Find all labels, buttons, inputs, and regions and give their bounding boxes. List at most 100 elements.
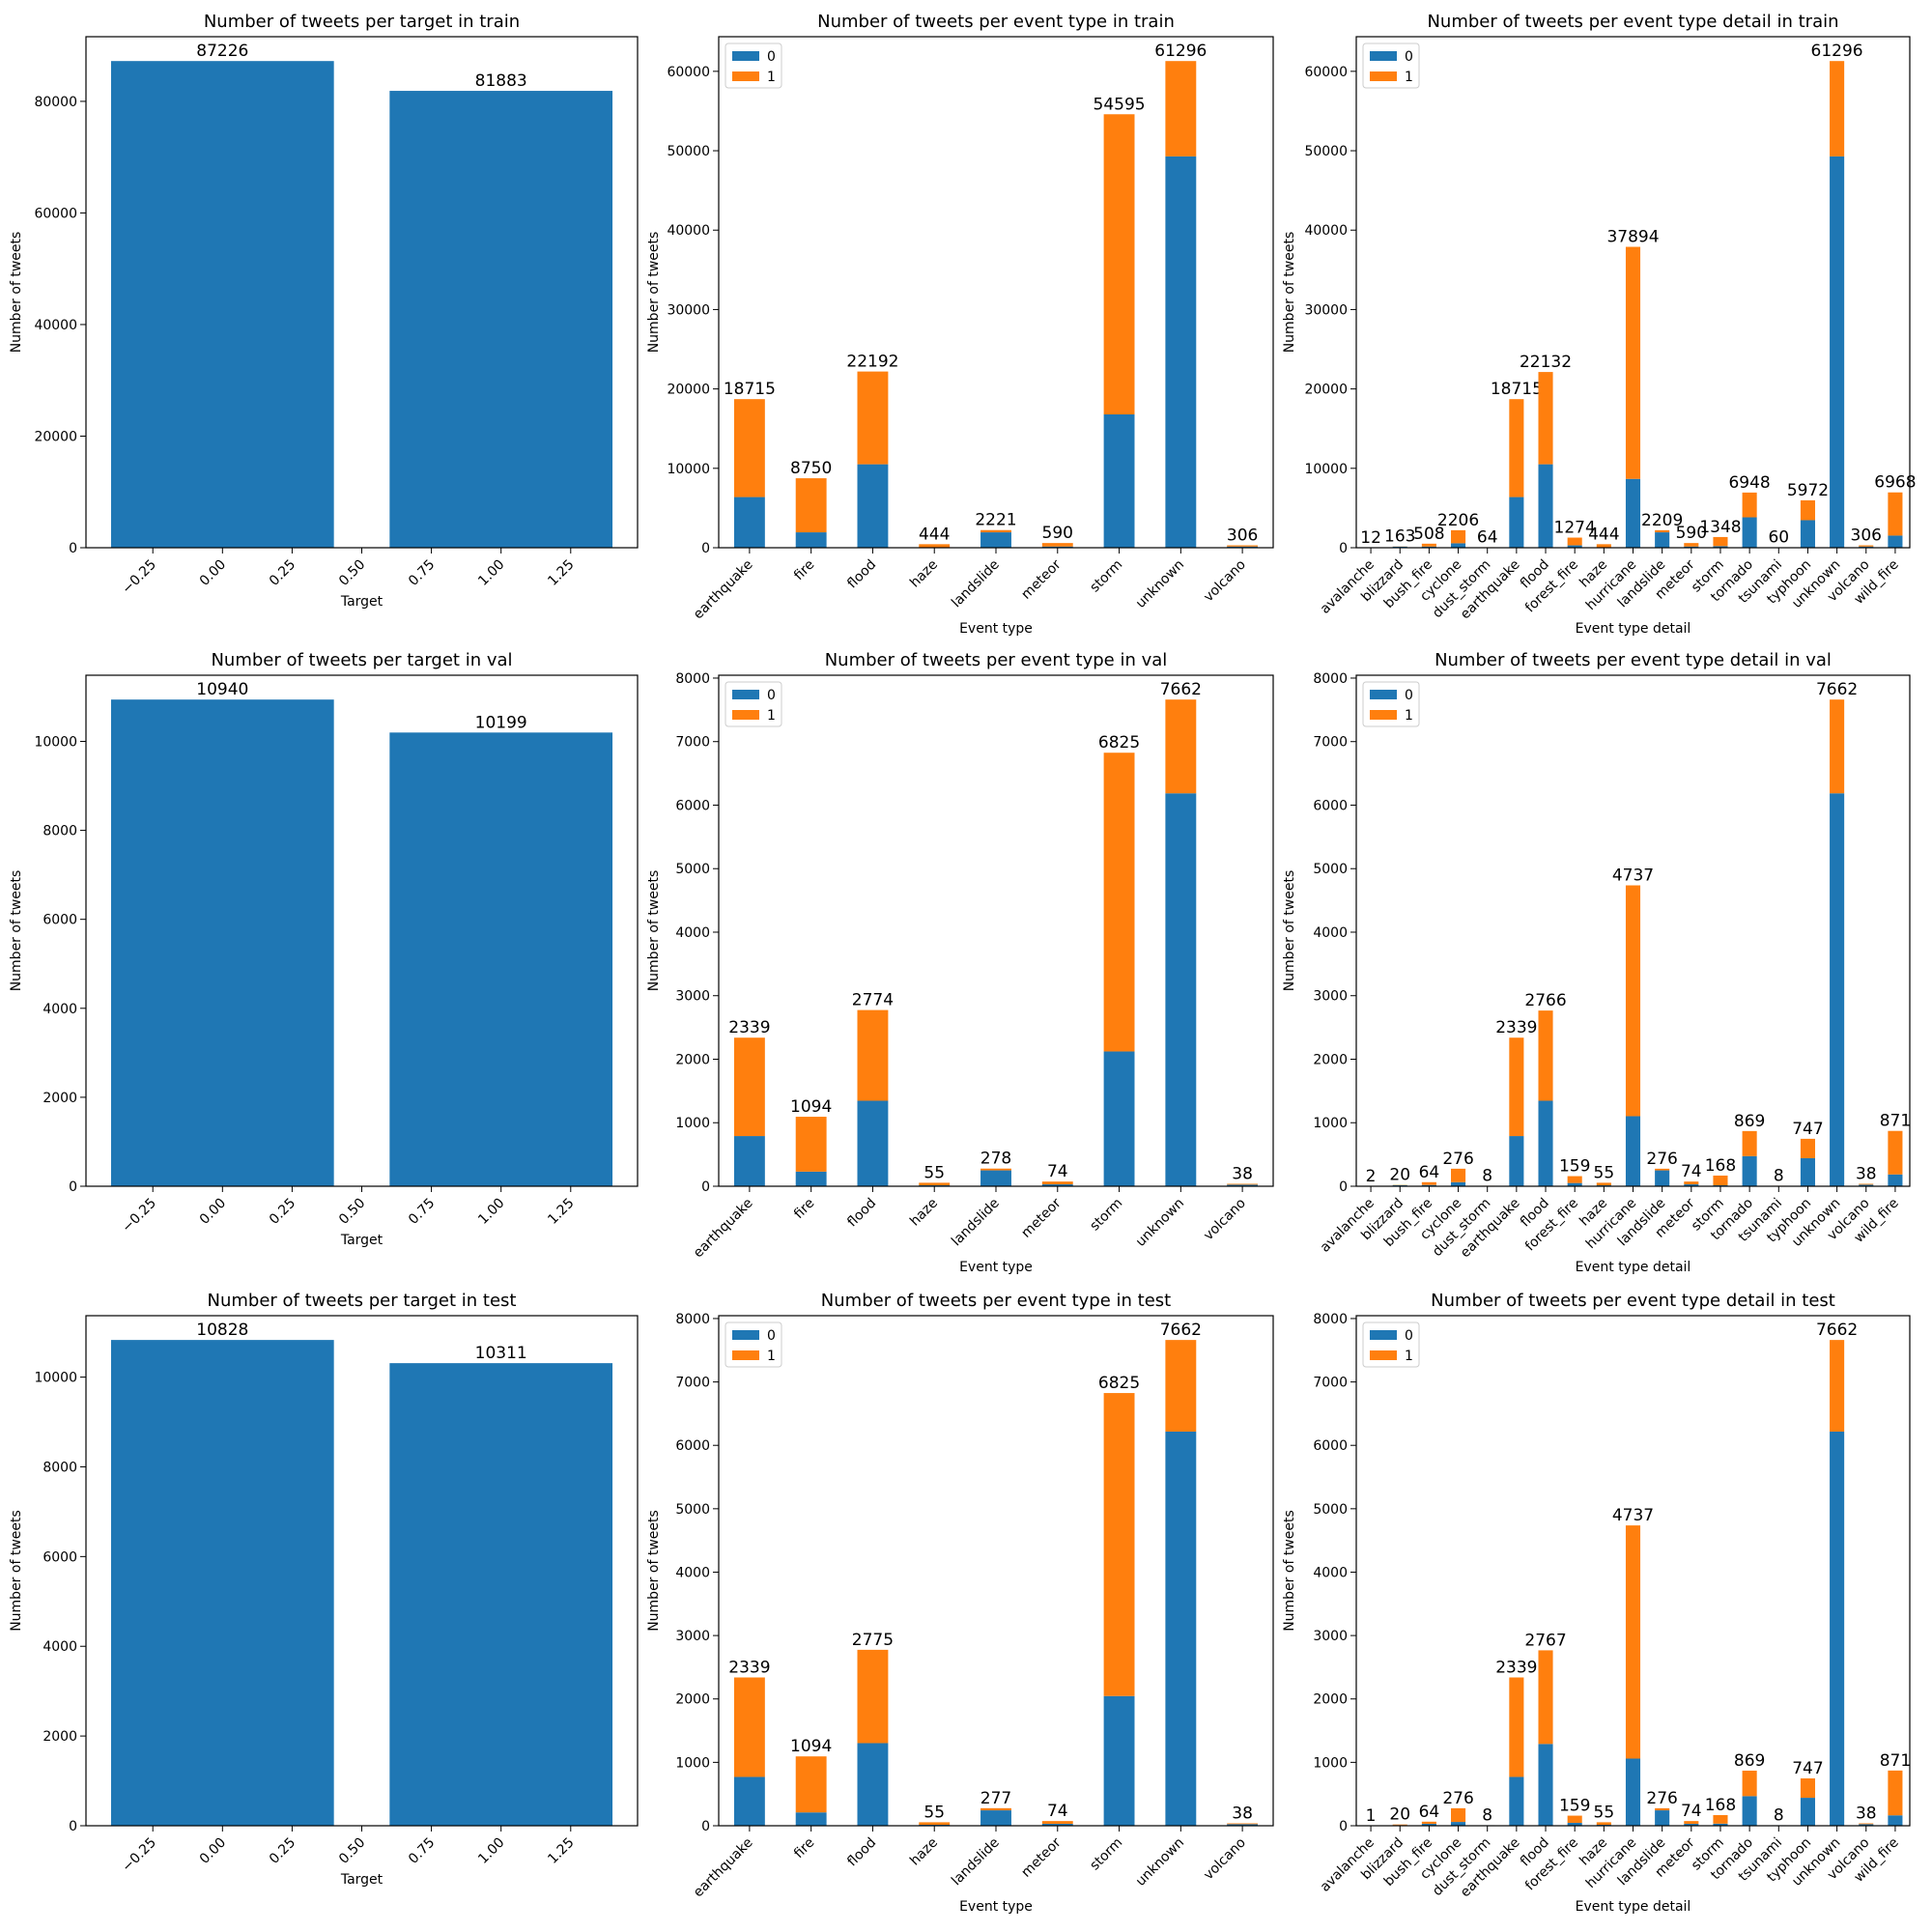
axes-frame	[718, 674, 1274, 1187]
bar-segment-class-1	[1830, 699, 1845, 794]
bar-segment-class-0	[1830, 793, 1845, 1186]
x-tick-label: meteor	[1018, 1195, 1064, 1240]
legend-label: 0	[1405, 1328, 1413, 1344]
y-tick-label: 1000	[675, 1755, 710, 1771]
bar-total-label: 38	[1856, 1165, 1877, 1184]
bar-total-label: 276	[1646, 1150, 1677, 1169]
bar-total-label: 22132	[1520, 353, 1572, 372]
bar	[110, 61, 334, 548]
x-tick-label: 0.75	[406, 1835, 438, 1867]
y-tick-label: 7000	[1313, 735, 1348, 751]
bar	[110, 699, 334, 1186]
bar-segment-class-1	[1888, 1130, 1903, 1175]
chart-panel-5: 2avalanche20blizzard64bush_fire276cyclon…	[1282, 650, 1911, 1275]
y-tick-label: 5000	[675, 1502, 710, 1518]
bar-total-label: 38	[1232, 1804, 1253, 1824]
chart-title: Number of tweets per target in test	[208, 1291, 517, 1311]
x-tick-label: 1.25	[545, 1835, 577, 1867]
bar-segment-class-1	[1596, 1822, 1611, 1826]
x-tick-label: 1.00	[475, 1196, 507, 1228]
x-tick-label: 0.50	[336, 557, 368, 589]
legend-swatch-class-1	[1370, 710, 1397, 720]
x-tick-label: storm	[1087, 1196, 1125, 1235]
y-tick-label: 4000	[675, 1565, 710, 1580]
bar-total-label: 278	[980, 1150, 1011, 1169]
bar	[389, 732, 613, 1186]
bar-segment-class-1	[1227, 1823, 1259, 1825]
legend-swatch-class-0	[1370, 690, 1397, 699]
y-tick-label: 8000	[675, 1312, 710, 1327]
x-axis-label: Event type detail	[1576, 621, 1691, 637]
x-tick-label: 0.75	[406, 1196, 438, 1228]
bar-segment-class-1	[919, 1822, 951, 1826]
bar-value-label: 10199	[475, 713, 527, 732]
bar-total-label: 64	[1419, 1803, 1440, 1822]
x-tick-label: haze	[907, 557, 941, 591]
y-tick-label: 60000	[667, 65, 710, 80]
y-tick-label: 4000	[1313, 925, 1348, 941]
bar-total-label: 869	[1734, 1112, 1765, 1131]
bar-total-label: 869	[1734, 1751, 1765, 1771]
x-tick-label: −0.25	[119, 557, 159, 598]
x-tick-label: landslide	[949, 1835, 1003, 1889]
bar-total-label: 64	[1419, 1163, 1440, 1182]
bar-total-label: 8	[1482, 1805, 1492, 1825]
x-tick-label: 1.00	[475, 1835, 507, 1867]
bar-segment-class-1	[857, 1649, 889, 1744]
bar-total-label: 6948	[1728, 473, 1770, 493]
bar-total-label: 5972	[1787, 481, 1829, 500]
bar-segment-class-0	[1227, 1184, 1259, 1186]
bar-segment-class-0	[1103, 413, 1135, 548]
bar-segment-class-0	[1451, 1822, 1466, 1826]
bar-segment-class-1	[1655, 1807, 1670, 1811]
x-axis-label: Event type detail	[1576, 1260, 1691, 1275]
legend-swatch-class-0	[732, 690, 759, 699]
x-tick-label: fire	[791, 1835, 817, 1861]
bar-segment-class-0	[1684, 546, 1699, 548]
x-tick-label: earthquake	[691, 557, 756, 623]
y-tick-label: 0	[1339, 1819, 1348, 1834]
bar-segment-class-0	[1800, 1157, 1815, 1186]
bar-total-label: 6825	[1098, 733, 1140, 753]
bar-segment-class-1	[1684, 543, 1699, 547]
bar-total-label: 1	[1366, 1806, 1377, 1826]
bar-total-label: 159	[1559, 1157, 1590, 1177]
bar-total-label: 2206	[1437, 511, 1479, 530]
bar-segment-class-1	[1655, 529, 1670, 533]
y-tick-label: 20000	[34, 429, 77, 444]
bar-segment-class-0	[1859, 1184, 1874, 1186]
bar-segment-class-0	[1538, 464, 1553, 548]
y-tick-label: 60000	[34, 206, 77, 221]
bar-segment-class-0	[1421, 546, 1436, 548]
y-tick-label: 0	[69, 1819, 77, 1834]
y-tick-label: 4000	[43, 1002, 77, 1017]
y-tick-label: 5000	[675, 862, 710, 877]
bar-total-label: 6968	[1874, 473, 1916, 493]
y-tick-label: 0	[1339, 541, 1348, 556]
bar-total-label: 276	[1646, 1789, 1677, 1808]
bar-segment-class-1	[1684, 1181, 1699, 1185]
bar-segment-class-1	[1538, 372, 1553, 465]
bar-total-label: 20	[1389, 1166, 1410, 1185]
bar-segment-class-1	[1625, 885, 1641, 1117]
legend-swatch-class-1	[1370, 1350, 1397, 1360]
legend-swatch-class-1	[732, 71, 759, 81]
bar-total-label: 508	[1413, 525, 1444, 544]
chart-panel-7: 2339 earthquake 1094 fire 2775 flood 55 haze 277…	[646, 1291, 1274, 1915]
chart-panel-2: 12avalanche163blizzard508bush_fire2206cy…	[1282, 12, 1917, 637]
legend-swatch-class-0	[732, 1330, 759, 1340]
y-tick-label: 8000	[1313, 1312, 1348, 1327]
bar-segment-class-0	[1451, 543, 1466, 548]
y-tick-label: 1000	[1313, 1755, 1348, 1771]
legend: 01	[1362, 1321, 1420, 1368]
bar-segment-class-0	[733, 1136, 765, 1186]
y-axis-label: Number of tweets	[9, 870, 24, 992]
chart-title: Number of tweets per target in train	[204, 12, 520, 32]
bar-segment-class-1	[1859, 1183, 1874, 1185]
bar-total-label: 38	[1856, 1804, 1877, 1824]
bar-total-label: 8	[1774, 1166, 1784, 1185]
bar-segment-class-1	[1625, 246, 1641, 479]
bar-total-label: 60	[1768, 528, 1789, 548]
bar-segment-class-0	[1742, 1155, 1757, 1186]
bar-segment-class-0	[1830, 1431, 1845, 1826]
